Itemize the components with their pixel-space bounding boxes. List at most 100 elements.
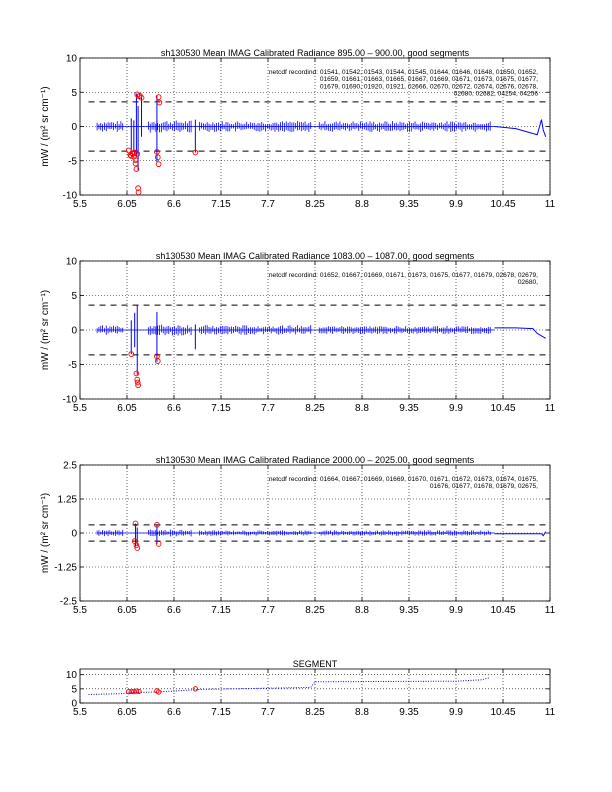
x-tick-label: 9.9 <box>449 707 463 718</box>
segment-marker <box>192 686 199 692</box>
chart-title: sh130530 Mean IMAG Calibrated Radiance 8… <box>161 48 470 58</box>
x-tick-label: 6.05 <box>117 605 137 616</box>
outlier-marker <box>155 94 162 100</box>
annotation-line: 01659, 01661, 01663, 01665, 01667, 01669… <box>320 76 538 83</box>
x-tick-label: 7.7 <box>261 403 275 414</box>
segment-marker <box>128 688 134 695</box>
x-tick-label: 8.8 <box>355 403 369 414</box>
chart-panel-2: 5.5 6.05 6.6 7.15 7.7 8.25 8.8 9.35 9.9 10.45 11 -1… <box>40 251 556 414</box>
x-tick-label: 10.45 <box>490 403 515 414</box>
outlier-marker <box>132 520 139 527</box>
x-tick-label: 7.15 <box>211 707 231 718</box>
x-tick-label: 11 <box>545 403 556 414</box>
outlier-marker <box>130 151 136 157</box>
chart-panel-1: 5.5 6.05 6.6 7.15 7.7 8.25 8.8 9.35 9.9 10.45 11 -1… <box>40 48 556 210</box>
x-tick-label: 11 <box>545 605 556 616</box>
x-tick-label: 10.45 <box>490 605 515 616</box>
outlier-marker <box>134 376 141 383</box>
x-tick-label: 6.6 <box>167 707 181 718</box>
outlier-marker <box>154 148 160 155</box>
axes-box <box>79 668 551 704</box>
x-tick-label: 9.35 <box>399 199 419 210</box>
x-tick-label: 7.7 <box>261 707 275 718</box>
y-tick-label: 10 <box>66 257 78 268</box>
y-tick-label: -10 <box>63 395 78 406</box>
outlier-marker <box>155 161 162 168</box>
x-tick-label: 7.15 <box>211 199 231 210</box>
y-tick-label: 0 <box>71 326 77 337</box>
outlier-marker <box>132 157 139 163</box>
annotation-line: 02680, <box>518 279 538 286</box>
outlier-marker <box>132 160 139 167</box>
x-tick-label: 9.9 <box>449 605 463 616</box>
x-tick-label: 8.25 <box>305 403 325 414</box>
annotation-line: 01679, 01690, 01920, 01921, 02666, 02670… <box>320 83 538 90</box>
segment-marker <box>155 689 162 695</box>
y-axis-label: mW / (m² sr cm⁻¹) <box>40 290 51 370</box>
y-axis-label: mW / (m² sr cm⁻¹) <box>40 493 51 573</box>
outlier-marker <box>135 185 141 192</box>
outlier-marker <box>138 94 145 101</box>
outlier-marker <box>133 166 140 172</box>
segment-marker <box>133 688 140 694</box>
chart-panel-3: 5.5 6.05 6.6 7.15 7.7 8.25 8.8 9.35 9.9 10.45 11 -2… <box>40 455 556 616</box>
outlier-marker <box>192 149 199 156</box>
outlier-marker <box>130 153 137 160</box>
y-axis-label: mW / (m² sr cm⁻¹) <box>40 86 51 166</box>
outlier-marker <box>135 382 141 389</box>
chart-title: sh130530 Mean IMAG Calibrated Radiance 2… <box>156 455 475 465</box>
y-tick-label: 10 <box>66 54 78 65</box>
x-tick-label: 7.7 <box>261 605 275 616</box>
outlier-marker <box>128 351 135 358</box>
x-tick-label: 5.5 <box>73 605 87 616</box>
x-tick-label: 6.6 <box>167 605 181 616</box>
x-tick-label: 6.6 <box>167 199 181 210</box>
annotation-line: 02680, 02682, 04254, 04256 <box>454 91 539 98</box>
x-tick-label: 9.9 <box>449 403 463 414</box>
annotation-line: netcdf recordind: 01664, 01667, 01669, 0… <box>269 476 538 483</box>
x-tick-label: 9.9 <box>449 199 463 210</box>
y-tick-label: -5 <box>68 156 77 167</box>
outlier-marker <box>154 358 161 364</box>
x-tick-label: 6.6 <box>167 403 181 414</box>
segment-marker <box>136 688 142 695</box>
outlier-marker <box>133 542 140 549</box>
x-tick-label: 5.5 <box>73 403 87 414</box>
outlier-marker <box>134 545 141 551</box>
x-tick-label: 8.8 <box>355 199 369 210</box>
outlier-marker <box>125 147 132 154</box>
outlier-marker <box>134 151 141 157</box>
x-tick-label: 11 <box>545 199 556 210</box>
outlier-marker <box>154 521 160 528</box>
outlier-marker <box>156 99 163 106</box>
tail-trace <box>494 531 547 537</box>
x-tick-label: 9.35 <box>399 403 419 414</box>
annotation-line: netcdf recordind: 01541, 01542, 01543, 0… <box>269 69 538 76</box>
segment-marker <box>131 689 137 695</box>
y-tick-label: 5 <box>71 684 77 695</box>
y-tick-label: 2.5 <box>63 461 77 472</box>
y-tick-label: 0 <box>71 529 77 540</box>
x-tick-label: 8.25 <box>305 199 325 210</box>
x-tick-label: 7.15 <box>211 605 231 616</box>
y-tick-label: -2.5 <box>60 597 78 608</box>
tail-trace <box>494 119 547 137</box>
outlier-marker <box>155 541 162 547</box>
annotation-line: netcdf recordind: 01652, 01667, 01669, 0… <box>269 272 538 279</box>
annotation-line: 01676, 01677, 01678, 01679, 02675, <box>430 483 538 490</box>
x-tick-label: 6.05 <box>117 707 137 718</box>
x-tick-label: 5.5 <box>73 199 87 210</box>
outlier-marker <box>135 189 142 196</box>
outlier-marker <box>134 379 141 386</box>
x-tick-label: 8.8 <box>355 605 369 616</box>
chart-panel-4: 5.5 6.05 6.6 7.15 7.7 8.25 8.8 9.35 9.9 10.45 11 0 5… <box>66 659 556 718</box>
x-tick-label: 9.35 <box>399 707 419 718</box>
y-tick-label: 0 <box>71 122 77 133</box>
y-tick-label: 5 <box>71 291 77 302</box>
outlier-marker <box>133 370 140 377</box>
y-tick-label: 5 <box>71 88 77 99</box>
x-tick-label: 11 <box>545 707 556 718</box>
x-tick-label: 7.7 <box>261 199 275 210</box>
segment-marker <box>126 689 132 695</box>
